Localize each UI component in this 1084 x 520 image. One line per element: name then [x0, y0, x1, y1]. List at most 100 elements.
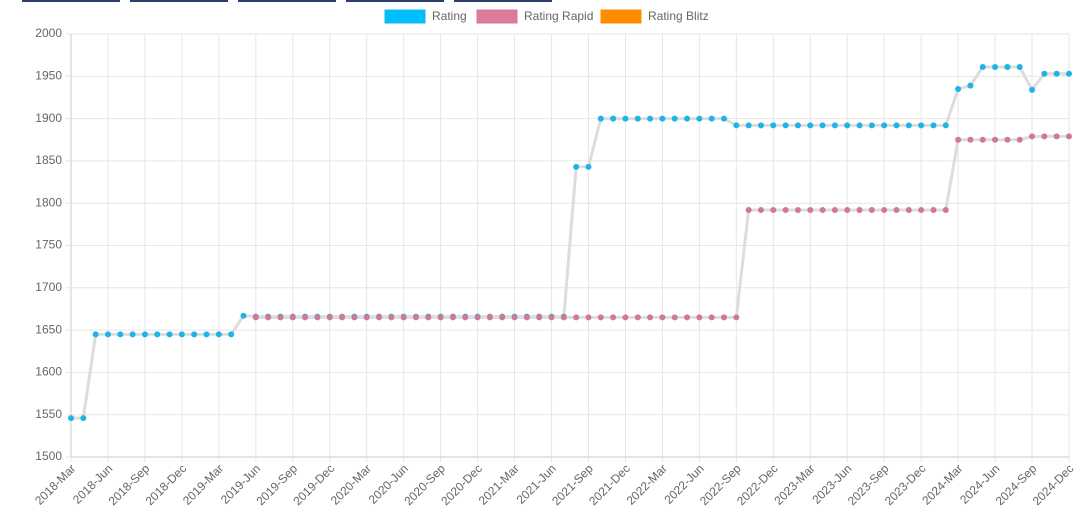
data-point — [376, 314, 383, 321]
data-point — [708, 314, 715, 321]
data-point — [388, 314, 395, 321]
data-point — [819, 206, 826, 213]
data-point — [215, 331, 222, 338]
data-point — [1053, 70, 1060, 77]
legend-label: Rating Blitz — [648, 9, 709, 23]
data-point — [240, 312, 247, 319]
data-point — [831, 206, 838, 213]
tab[interactable] — [346, 0, 444, 2]
data-point — [807, 122, 814, 129]
data-point — [191, 331, 198, 338]
data-point — [597, 115, 604, 122]
data-point — [1004, 136, 1011, 143]
data-point — [856, 122, 863, 129]
data-point — [154, 331, 161, 338]
data-point — [228, 331, 235, 338]
data-point — [1029, 86, 1036, 93]
tab[interactable] — [454, 0, 552, 2]
data-point — [733, 122, 740, 129]
data-point — [819, 122, 826, 129]
data-point — [1066, 133, 1072, 140]
data-point — [117, 331, 124, 338]
data-point — [721, 314, 728, 321]
data-point — [92, 331, 99, 338]
data-point — [462, 314, 469, 321]
data-point — [141, 331, 148, 338]
data-point — [400, 314, 407, 321]
x-tick-label: 2020-Mar — [328, 461, 374, 507]
data-point — [757, 122, 764, 129]
data-point — [1041, 133, 1048, 140]
data-point — [757, 206, 764, 213]
data-point — [166, 331, 173, 338]
data-point — [499, 314, 506, 321]
data-point — [265, 314, 272, 321]
y-tick-label: 1850 — [35, 153, 62, 167]
data-point — [942, 122, 949, 129]
data-point — [930, 206, 937, 213]
data-point — [831, 122, 838, 129]
data-point — [548, 314, 555, 321]
tab[interactable] — [238, 0, 336, 2]
x-tick-label: 2021-Mar — [476, 461, 522, 507]
y-tick-label: 1500 — [35, 449, 62, 463]
data-point — [733, 314, 740, 321]
data-point — [573, 163, 580, 170]
x-tick-label: 2018-Mar — [32, 461, 78, 507]
data-point — [647, 314, 654, 321]
y-tick-label: 1950 — [35, 68, 62, 82]
data-point — [597, 314, 604, 321]
data-point — [486, 314, 493, 321]
data-point — [708, 115, 715, 122]
data-point — [351, 314, 358, 321]
y-tick-label: 2000 — [35, 26, 62, 40]
tab[interactable] — [22, 0, 120, 2]
data-point — [314, 314, 321, 321]
data-point — [671, 314, 678, 321]
data-point — [277, 314, 284, 321]
data-point — [302, 314, 309, 321]
data-point — [979, 136, 986, 143]
data-point — [930, 122, 937, 129]
data-point — [585, 314, 592, 321]
data-point — [881, 122, 888, 129]
x-tick-label: 2019-Mar — [180, 461, 226, 507]
data-point — [684, 314, 691, 321]
data-point — [634, 115, 641, 122]
data-point — [511, 314, 518, 321]
data-point — [967, 136, 974, 143]
data-point — [425, 314, 432, 321]
x-tick-label: 2023-Mar — [771, 461, 817, 507]
data-point — [942, 206, 949, 213]
data-point — [449, 314, 456, 321]
data-point — [794, 122, 801, 129]
data-point — [844, 122, 851, 129]
x-tick-label: 2022-Mar — [624, 461, 670, 507]
data-point — [905, 206, 912, 213]
data-point — [794, 206, 801, 213]
data-point — [979, 63, 986, 70]
data-point — [782, 206, 789, 213]
y-tick-label: 1700 — [35, 280, 62, 294]
y-tick-label: 1550 — [35, 407, 62, 421]
data-point — [856, 206, 863, 213]
legend-label: Rating — [432, 9, 467, 23]
data-point — [1041, 70, 1048, 77]
legend-swatch — [476, 9, 518, 24]
y-tick-label: 1600 — [35, 365, 62, 379]
x-tick-label: 2024-Mar — [919, 461, 965, 507]
data-point — [893, 206, 900, 213]
data-point — [992, 136, 999, 143]
tab[interactable] — [130, 0, 228, 2]
data-point — [696, 115, 703, 122]
data-point — [178, 331, 185, 338]
data-point — [1004, 63, 1011, 70]
data-point — [1066, 70, 1072, 77]
data-point — [437, 314, 444, 321]
data-point — [634, 314, 641, 321]
data-point — [474, 314, 481, 321]
data-point — [881, 206, 888, 213]
data-point — [647, 115, 654, 122]
data-point — [412, 314, 419, 321]
data-point — [955, 136, 962, 143]
